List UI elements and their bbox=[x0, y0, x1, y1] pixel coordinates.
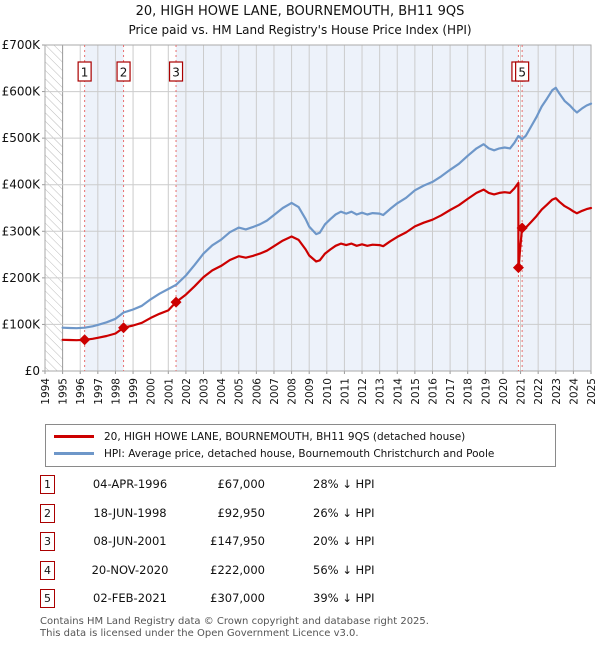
sale-marker-diamond bbox=[516, 222, 528, 234]
transaction-number-badge: 2 bbox=[40, 503, 55, 523]
x-axis-label: 2022 bbox=[533, 378, 545, 405]
x-axis-label: 1994 bbox=[40, 378, 52, 405]
x-axis-label: 2009 bbox=[304, 378, 316, 405]
sale-event-badge bbox=[515, 61, 530, 82]
footer-attribution: Contains HM Land Registry data © Crown c… bbox=[40, 616, 429, 640]
sale-event-badge bbox=[77, 61, 92, 82]
x-axis-label: 2020 bbox=[498, 378, 510, 405]
sale-marker-diamond bbox=[79, 334, 91, 346]
no-data-hatch bbox=[45, 45, 63, 371]
hpi-swatch bbox=[54, 452, 94, 455]
transaction-number-badge: 5 bbox=[40, 589, 55, 609]
transaction-date: 02-FEB-2021 bbox=[93, 591, 167, 606]
transaction-price: £147,950 bbox=[210, 534, 265, 549]
transactions-table: 1 04-APR-1996 £67,000 28% ↓ HPI 2 18-JUN-1998… bbox=[0, 470, 600, 613]
x-axis-label: 2005 bbox=[234, 378, 246, 405]
legend-label: HPI: Average price, detached house, Bour… bbox=[104, 447, 495, 460]
x-axis-label: 1999 bbox=[128, 378, 140, 405]
page-title: 20, HIGH HOWE LANE, BOURNEMOUTH, BH11 9Q… bbox=[135, 4, 465, 19]
x-axis-label: 2014 bbox=[392, 378, 404, 405]
x-axis-label: 2000 bbox=[146, 378, 158, 405]
price_paid-swatch bbox=[54, 435, 94, 438]
transaction-number-badge: 3 bbox=[40, 532, 55, 552]
legend-label: 20, HIGH HOWE LANE, BOURNEMOUTH, BH11 9Q… bbox=[104, 430, 466, 443]
y-axis-label: £500K bbox=[2, 131, 42, 145]
x-axis-label: 1996 bbox=[75, 378, 87, 405]
y-axis-label: £300K bbox=[2, 224, 42, 238]
sale-marker-diamond bbox=[170, 296, 182, 308]
y-axis-label: £600K bbox=[2, 85, 42, 99]
sale-event-badge bbox=[116, 61, 131, 82]
x-axis-label: 2012 bbox=[357, 378, 369, 405]
transaction-price: £92,950 bbox=[217, 505, 265, 520]
x-axis-label: 2015 bbox=[410, 378, 422, 405]
transaction-hpi-delta: 20% ↓ HPI bbox=[313, 534, 375, 549]
x-axis-label: 1995 bbox=[58, 378, 70, 405]
transaction-row: 2 18-JUN-1998 £92,950 26% ↓ HPI bbox=[0, 499, 600, 528]
x-axis-label: 2017 bbox=[445, 378, 457, 405]
x-axis-label: 2018 bbox=[463, 378, 475, 405]
x-axis-label: 2019 bbox=[480, 378, 492, 405]
legend-row-hpi: HPI: Average price, detached house, Bour… bbox=[52, 445, 549, 462]
price-chart: 12345£0£100K£200K£300K£400K£500K£600K£70… bbox=[2, 38, 598, 405]
transaction-hpi-delta: 28% ↓ HPI bbox=[313, 477, 375, 491]
ownership-band bbox=[176, 45, 519, 371]
y-axis-label: £400K bbox=[2, 178, 42, 192]
x-axis-label: 1997 bbox=[93, 378, 105, 405]
x-axis-label: 2010 bbox=[322, 378, 334, 405]
ownership-band bbox=[522, 45, 591, 371]
x-axis-label: 1998 bbox=[110, 378, 122, 405]
page-subtitle: Price paid vs. HM Land Registry's House … bbox=[128, 23, 472, 37]
transaction-row: 4 20-NOV-2020 £222,000 56% ↓ HPI bbox=[0, 556, 600, 585]
sale-marker-diamond bbox=[512, 262, 524, 274]
footer-line2: This data is licensed under the Open Gov… bbox=[40, 628, 359, 640]
x-axis-label: 2025 bbox=[586, 378, 598, 405]
footer-line1: Contains HM Land Registry data © Crown c… bbox=[40, 616, 429, 627]
x-axis-label: 2004 bbox=[216, 378, 228, 405]
transaction-row: 5 02-FEB-2021 £307,000 39% ↓ HPI bbox=[0, 584, 600, 613]
chart-legend: 20, HIGH HOWE LANE, BOURNEMOUTH, BH11 9Q… bbox=[45, 424, 556, 467]
transaction-price: £222,000 bbox=[210, 562, 265, 577]
sale-event-badge-label: 1 bbox=[81, 66, 89, 80]
price_paid-line bbox=[61, 181, 593, 342]
transaction-price: £67,000 bbox=[217, 477, 265, 491]
transaction-row: 3 08-JUN-2001 £147,950 20% ↓ HPI bbox=[0, 527, 600, 556]
transaction-date: 08-JUN-2001 bbox=[93, 534, 167, 549]
x-axis-label: 2006 bbox=[251, 378, 263, 405]
transaction-date: 18-JUN-1998 bbox=[93, 505, 167, 520]
x-axis-label: 2024 bbox=[568, 378, 580, 405]
hpi-line bbox=[61, 86, 593, 330]
sale-event-badge-label: 5 bbox=[518, 66, 526, 80]
x-axis-label: 2008 bbox=[287, 378, 299, 405]
x-axis-label: 2023 bbox=[551, 378, 563, 405]
transaction-date: 04-APR-1996 bbox=[92, 477, 168, 491]
transaction-number-badge: 4 bbox=[40, 560, 55, 580]
sale-event-badge-label: 2 bbox=[120, 66, 128, 80]
sale-event-badge bbox=[168, 61, 184, 82]
y-axis-label: £0 bbox=[25, 364, 40, 378]
transaction-row: 1 04-APR-1996 £67,000 28% ↓ HPI bbox=[0, 470, 600, 499]
y-axis-label: £200K bbox=[2, 271, 42, 285]
x-axis-label: 2013 bbox=[375, 378, 387, 405]
transaction-hpi-delta: 26% ↓ HPI bbox=[313, 505, 375, 520]
y-axis-label: £100K bbox=[2, 317, 42, 331]
x-axis-label: 2021 bbox=[516, 378, 528, 405]
x-axis-label: 2007 bbox=[269, 378, 281, 405]
x-axis-label: 2001 bbox=[163, 378, 175, 405]
transaction-price: £307,000 bbox=[210, 591, 265, 606]
sale-event-badge-label: 3 bbox=[172, 66, 180, 80]
x-axis-label: 2016 bbox=[427, 378, 439, 405]
x-axis-label: 2002 bbox=[181, 378, 193, 405]
transaction-date: 20-NOV-2020 bbox=[91, 562, 169, 577]
transaction-hpi-delta: 56% ↓ HPI bbox=[313, 562, 375, 577]
transaction-number-badge: 1 bbox=[40, 475, 55, 494]
x-axis-label: 2003 bbox=[199, 378, 211, 405]
legend-row-price_paid: 20, HIGH HOWE LANE, BOURNEMOUTH, BH11 9Q… bbox=[52, 428, 549, 445]
transaction-hpi-delta: 39% ↓ HPI bbox=[313, 591, 375, 606]
y-axis-label: £700K bbox=[2, 38, 42, 52]
sale-marker-diamond bbox=[118, 322, 130, 334]
x-axis-label: 2011 bbox=[339, 378, 351, 405]
